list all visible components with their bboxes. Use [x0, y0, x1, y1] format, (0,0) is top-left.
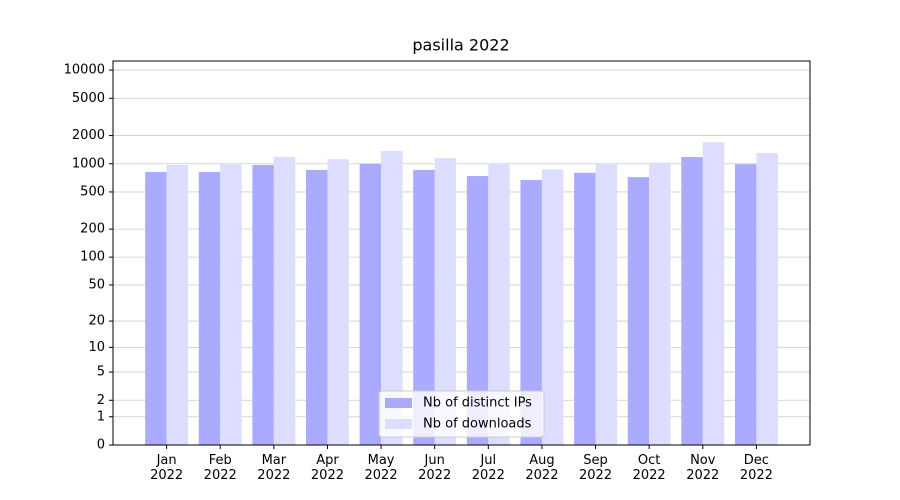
x-tick-label: Jan 2022 [150, 453, 184, 483]
bar [273, 157, 296, 446]
legend-label: Nb of downloads [423, 417, 532, 432]
y-tick-label: 5 [97, 365, 105, 380]
bar [306, 169, 328, 445]
x-tick-label: Sep 2022 [578, 453, 613, 483]
y-tick-label: 100 [80, 250, 105, 265]
x-tick-label: Oct 2022 [632, 453, 666, 483]
x-tick-label: Mar 2022 [257, 453, 291, 483]
y-tick-label: 1 [97, 409, 105, 424]
x-tick-label: Feb 2022 [203, 453, 237, 483]
bar [649, 162, 671, 445]
bar [166, 165, 189, 446]
y-tick-label: 2000 [72, 128, 105, 143]
bar [488, 163, 510, 445]
y-tick-label: 10000 [64, 63, 105, 78]
x-tick-label: Dec 2022 [739, 453, 773, 483]
bar [702, 142, 725, 445]
x-tick-label: Nov 2022 [686, 453, 720, 483]
legend-swatch [385, 419, 412, 429]
legend-frame [378, 390, 545, 438]
bar [145, 172, 167, 445]
bar [434, 158, 457, 445]
y-tick-label: 10 [88, 340, 105, 355]
y-tick-label: 200 [80, 222, 105, 237]
x-tick-label: Jul 2022 [471, 453, 505, 483]
bar [627, 177, 650, 445]
y-tick-label: 50 [88, 277, 105, 292]
bar [574, 172, 596, 445]
bar [681, 157, 703, 446]
x-tick-label: Apr 2022 [310, 453, 344, 483]
bar [359, 163, 382, 445]
y-tick-label: 5000 [72, 91, 105, 106]
bar [756, 153, 778, 446]
x-tick-label: Aug 2022 [525, 453, 559, 483]
x-tick-label: May 2022 [364, 453, 398, 483]
y-tick-label: 2 [97, 393, 105, 408]
x-tick-label: Jun 2022 [418, 453, 452, 483]
bar [595, 163, 617, 445]
bar [520, 180, 542, 445]
plot-frame [112, 60, 811, 446]
bar [220, 163, 242, 445]
y-tick-label: 1000 [72, 156, 105, 171]
y-tick-label: 0 [97, 438, 105, 453]
legend: Nb of distinct IPs Nb of downloads [378, 390, 545, 438]
y-tick-label: 500 [80, 184, 105, 199]
bar [381, 150, 403, 445]
bar [541, 169, 564, 445]
bar [734, 164, 757, 445]
legend-swatch [385, 398, 412, 408]
bar [466, 176, 489, 445]
bar [327, 159, 349, 445]
bar [198, 172, 221, 445]
bar [413, 169, 435, 445]
bar [252, 165, 274, 446]
y-tick-label: 20 [88, 314, 105, 329]
chart-title: pasilla 2022 [412, 36, 509, 55]
legend-label: Nb of distinct IPs [423, 396, 532, 411]
